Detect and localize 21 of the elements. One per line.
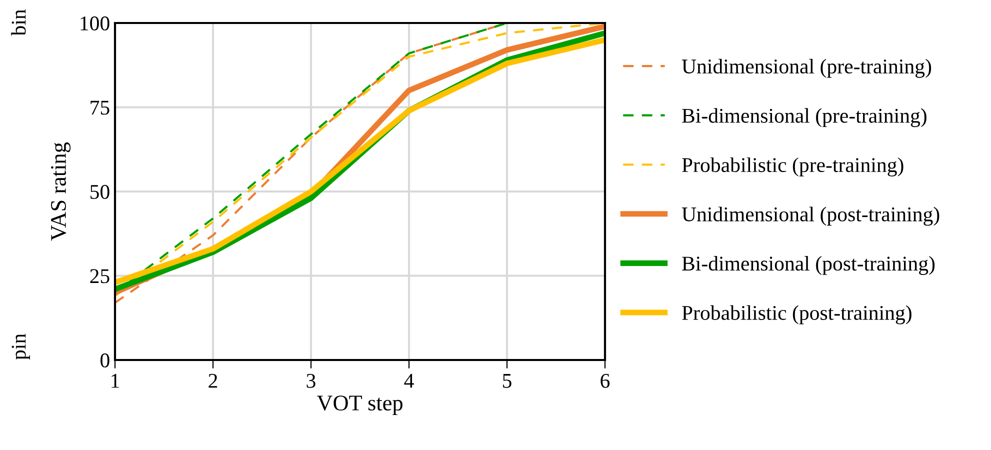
y-tick-label: 75 [90, 100, 110, 115]
legend-label: Probabilistic (post-training) [682, 305, 912, 324]
y-tick-label: 25 [90, 269, 110, 284]
legend-label: Unidimensional (post-training) [682, 206, 940, 226]
x-tick-label: 4 [404, 374, 414, 388]
legend-label: Bi-dimensional (pre-training) [682, 108, 926, 128]
y-axis-title: VAS rating [51, 142, 71, 241]
x-tick-label: 6 [600, 374, 610, 388]
x-tick-label: 1 [112, 374, 119, 388]
x-tick-label: 3 [306, 374, 316, 388]
x-tick-label: 2 [208, 374, 218, 388]
y-tick-label: 100 [80, 16, 110, 30]
y-tick-label: 0 [100, 353, 110, 368]
legend-label: Unidimensional (pre-training) [682, 58, 932, 78]
x-tick-label: 5 [503, 374, 512, 388]
y-tick-label: 50 [90, 184, 110, 199]
legend-label: Probabilistic (pre-training) [682, 157, 904, 176]
x-axis-title: VOT step [316, 396, 402, 416]
legend-label: Bi-dimensional (post-training) [682, 256, 935, 275]
text: bin [11, 9, 26, 36]
text: pin [12, 334, 30, 360]
